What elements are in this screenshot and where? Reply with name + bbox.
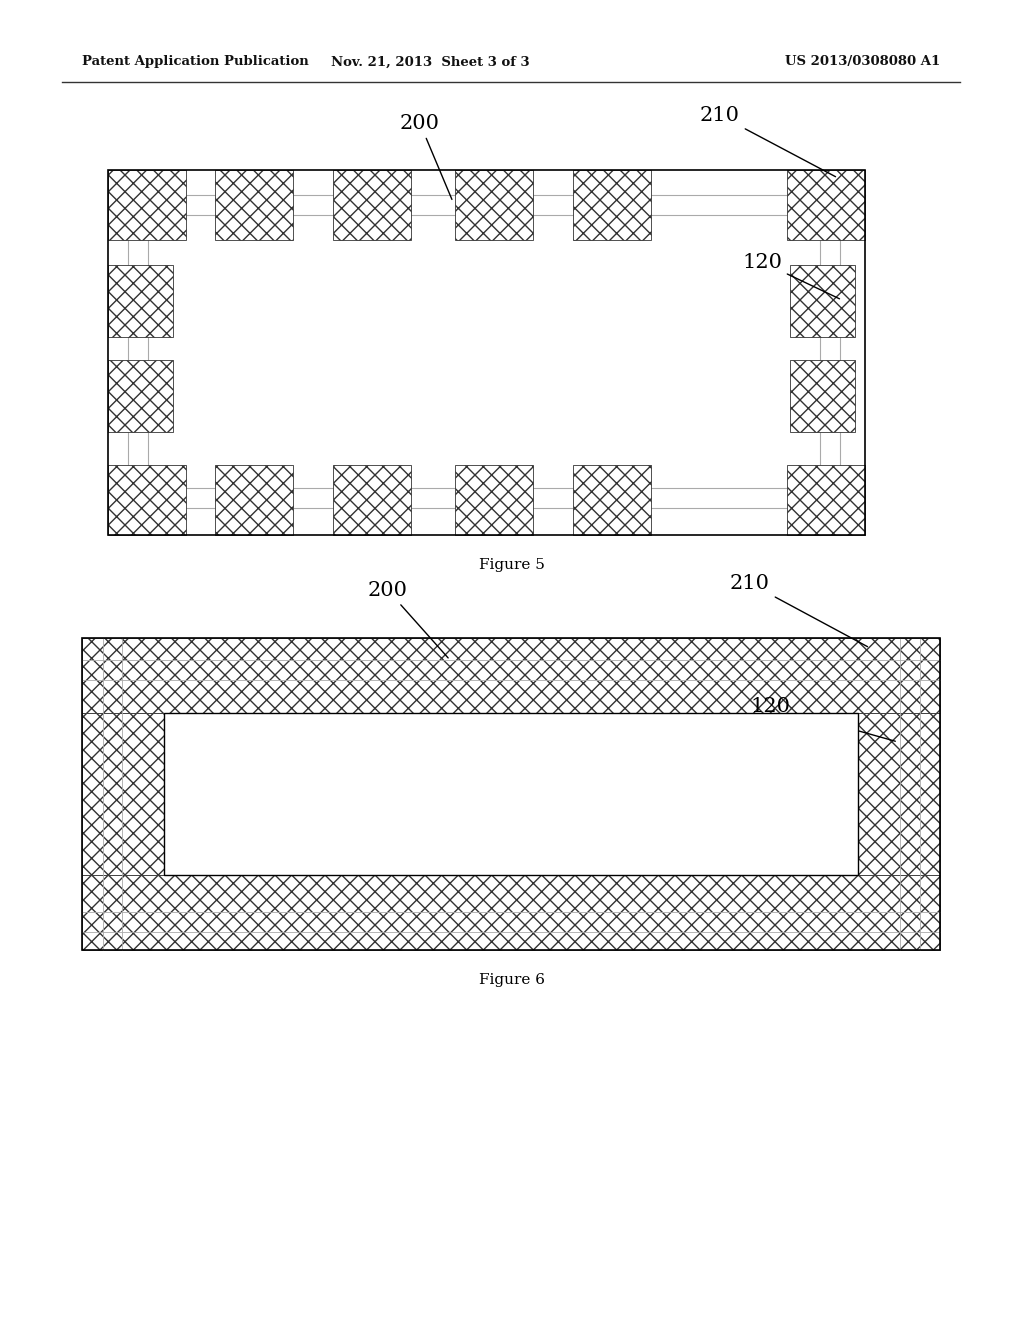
Bar (108, 170, 186, 240)
Bar (82, 638, 940, 950)
Bar (108, 265, 173, 337)
Bar (82, 875, 940, 950)
Bar (573, 465, 651, 535)
Bar (108, 170, 865, 535)
Bar (455, 170, 534, 240)
Bar (108, 360, 173, 432)
Bar (82, 713, 164, 875)
Text: Nov. 21, 2013  Sheet 3 of 3: Nov. 21, 2013 Sheet 3 of 3 (331, 55, 529, 69)
Bar (108, 465, 186, 535)
Bar (164, 713, 858, 875)
Text: 210: 210 (700, 106, 836, 177)
Bar (333, 465, 411, 535)
Bar (215, 465, 293, 535)
Text: Figure 6: Figure 6 (479, 973, 545, 987)
Bar (573, 170, 651, 240)
Bar (790, 265, 855, 337)
Text: 120: 120 (750, 697, 895, 742)
Text: 200: 200 (368, 581, 449, 657)
Text: Patent Application Publication: Patent Application Publication (82, 55, 309, 69)
Text: US 2013/0308080 A1: US 2013/0308080 A1 (784, 55, 940, 69)
Bar (455, 465, 534, 535)
Bar (82, 638, 940, 713)
Text: 210: 210 (730, 574, 867, 647)
Bar (215, 170, 293, 240)
Bar (787, 465, 865, 535)
Bar (787, 170, 865, 240)
Bar (790, 360, 855, 432)
Text: Figure 5: Figure 5 (479, 558, 545, 572)
Text: 120: 120 (742, 252, 840, 298)
Text: 200: 200 (400, 114, 452, 199)
Bar (333, 170, 411, 240)
Bar (858, 713, 940, 875)
